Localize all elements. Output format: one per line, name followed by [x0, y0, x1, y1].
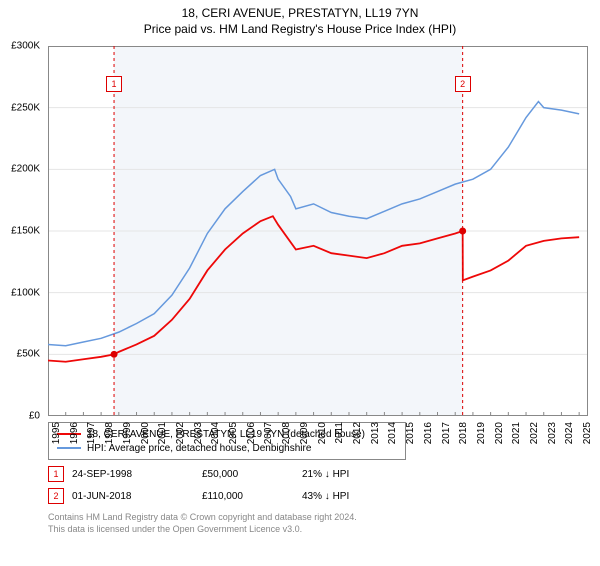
sale-marker-2: 2: [48, 488, 64, 504]
legend-swatch-hpi: [57, 447, 81, 449]
x-axis-label: 2010: [317, 422, 328, 444]
sale-pct-1: 21% ↓ HPI: [302, 469, 422, 480]
x-axis-label: 1998: [104, 422, 115, 444]
x-axis-label: 2014: [387, 422, 398, 444]
x-axis-label: 1997: [86, 422, 97, 444]
x-axis-label: 1996: [69, 422, 80, 444]
x-axis-label: 2017: [441, 422, 452, 444]
x-axis-label: 2007: [263, 422, 274, 444]
x-axis-label: 2004: [210, 422, 221, 444]
x-axis-label: 2020: [494, 422, 505, 444]
sale-price-2: £110,000: [202, 491, 302, 502]
y-axis-label: £0: [29, 411, 40, 422]
x-axis-label: 2001: [157, 422, 168, 444]
sale-marker-1: 1: [48, 466, 64, 482]
x-axis-label: 2002: [175, 422, 186, 444]
sale-date-2: 01-JUN-2018: [72, 491, 202, 502]
chart-svg: [48, 46, 588, 416]
x-axis-label: 2013: [370, 422, 381, 444]
sale-date-1: 24-SEP-1998: [72, 469, 202, 480]
x-axis-label: 2000: [140, 422, 151, 444]
y-axis-label: £50K: [17, 349, 40, 360]
sale-row-2: 2 01-JUN-2018 £110,000 43% ↓ HPI: [48, 488, 600, 504]
chart-sale-marker: 1: [106, 76, 122, 92]
y-axis-label: £250K: [11, 102, 40, 113]
x-axis-label: 2025: [582, 422, 593, 444]
x-axis-label: 2024: [564, 422, 575, 444]
x-axis-label: 2006: [246, 422, 257, 444]
chart-sale-marker: 2: [455, 76, 471, 92]
x-axis-label: 2021: [511, 422, 522, 444]
x-axis-label: 2018: [458, 422, 469, 444]
chart-subtitle: Price paid vs. HM Land Registry's House …: [0, 22, 600, 36]
sale-price-1: £50,000: [202, 469, 302, 480]
x-axis-label: 2011: [334, 422, 345, 444]
footer: Contains HM Land Registry data © Crown c…: [48, 512, 600, 535]
y-axis-label: £300K: [11, 41, 40, 52]
x-axis-label: 2022: [529, 422, 540, 444]
x-axis-label: 2023: [547, 422, 558, 444]
chart-area: 12£0£50K£100K£150K£200K£250K£300K1995199…: [48, 46, 588, 416]
y-axis-label: £150K: [11, 226, 40, 237]
sale-row-1: 1 24-SEP-1998 £50,000 21% ↓ HPI: [48, 466, 600, 482]
y-axis-label: £200K: [11, 164, 40, 175]
x-axis-label: 2012: [352, 422, 363, 444]
y-axis-label: £100K: [11, 287, 40, 298]
x-axis-label: 2003: [193, 422, 204, 444]
x-axis-label: 2016: [423, 422, 434, 444]
x-axis-label: 1995: [51, 422, 62, 444]
x-axis-label: 2019: [476, 422, 487, 444]
x-axis-label: 2005: [228, 422, 239, 444]
x-axis-label: 1999: [122, 422, 133, 444]
footer-line1: Contains HM Land Registry data © Crown c…: [48, 512, 600, 524]
chart-title: 18, CERI AVENUE, PRESTATYN, LL19 7YN: [0, 6, 600, 20]
x-axis-label: 2008: [281, 422, 292, 444]
sale-pct-2: 43% ↓ HPI: [302, 491, 422, 502]
footer-line2: This data is licensed under the Open Gov…: [48, 524, 600, 536]
x-axis-label: 2009: [299, 422, 310, 444]
x-axis-label: 2015: [405, 422, 416, 444]
